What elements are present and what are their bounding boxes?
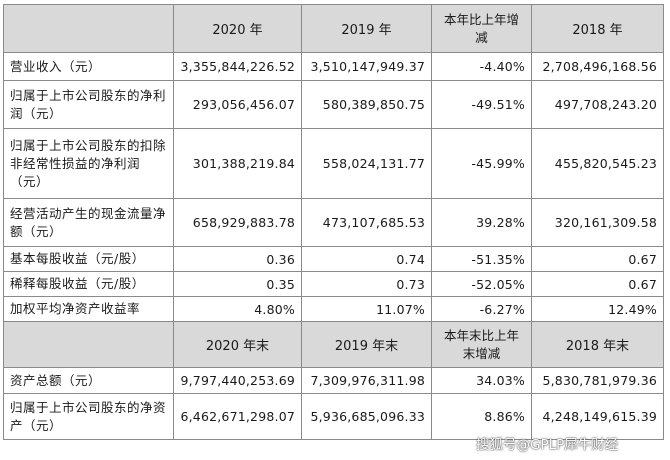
value-2019: 580,389,850.75 xyxy=(301,80,432,129)
row-label: 营业收入（元） xyxy=(3,52,174,81)
value-change: 34.03% xyxy=(431,367,532,394)
value-2018: 4,248,149,615.39 xyxy=(531,393,664,440)
header-2020: 2020 年 xyxy=(173,4,302,53)
table-row: 经营活动产生的现金流量净额（元） 658,929,883.78 473,107,… xyxy=(3,198,664,247)
value-2018: 12.49% xyxy=(531,296,664,322)
header-change: 本年比上年增减 xyxy=(431,4,532,53)
value-2019: 0.74 xyxy=(301,246,432,272)
value-2020: 9,797,440,253.69 xyxy=(173,367,302,394)
subheader-change: 本年末比上年末增减 xyxy=(431,321,532,368)
value-change: -4.40% xyxy=(431,52,532,81)
table-header-row: 2020 年 2019 年 本年比上年增减 2018 年 xyxy=(3,4,664,53)
header-2019: 2019 年 xyxy=(301,4,432,53)
value-2018: 455,820,545.23 xyxy=(531,128,664,199)
row-label: 归属于上市公司股东的净资产（元） xyxy=(3,393,174,440)
value-2019: 3,510,147,949.37 xyxy=(301,52,432,81)
value-2020: 293,056,456.07 xyxy=(173,80,302,129)
table-row: 营业收入（元） 3,355,844,226.52 3,510,147,949.3… xyxy=(3,52,664,81)
financial-summary-table: 2020 年 2019 年 本年比上年增减 2018 年 营业收入（元） 3,3… xyxy=(3,4,664,440)
table-row: 基本每股收益（元/股） 0.36 0.74 -51.35% 0.67 xyxy=(3,246,664,272)
value-2020: 658,929,883.78 xyxy=(173,198,302,247)
value-2019: 473,107,685.53 xyxy=(301,198,432,247)
row-label: 经营活动产生的现金流量净额（元） xyxy=(3,198,174,247)
value-2019: 558,024,131.77 xyxy=(301,128,432,199)
subheader-empty-cell xyxy=(3,321,174,368)
value-2018: 2,708,496,168.56 xyxy=(531,52,664,81)
value-change: -51.35% xyxy=(431,246,532,272)
value-2018: 320,161,309.58 xyxy=(531,198,664,247)
value-change: -6.27% xyxy=(431,296,532,322)
value-2020: 4.80% xyxy=(173,296,302,322)
value-2018: 497,708,243.20 xyxy=(531,80,664,129)
watermark-text: 搜狐号@GPLP犀牛财经 xyxy=(476,437,619,453)
table-row: 归属于上市公司股东的净利润（元） 293,056,456.07 580,389,… xyxy=(3,80,664,129)
row-label: 归属于上市公司股东的扣除非经常性损益的净利润（元） xyxy=(3,128,174,199)
row-label: 稀释每股收益（元/股） xyxy=(3,271,174,297)
row-label: 资产总额（元） xyxy=(3,367,174,394)
value-2020: 0.35 xyxy=(173,271,302,297)
value-2020: 6,462,671,298.07 xyxy=(173,393,302,440)
header-2018: 2018 年 xyxy=(531,4,664,53)
row-label: 加权平均净资产收益率 xyxy=(3,296,174,322)
header-empty-cell xyxy=(3,4,174,53)
value-2020: 3,355,844,226.52 xyxy=(173,52,302,81)
table-row: 资产总额（元） 9,797,440,253.69 7,309,976,311.9… xyxy=(3,367,664,394)
value-change: -49.51% xyxy=(431,80,532,129)
subheader-2019-end: 2019 年末 xyxy=(301,321,432,368)
value-2019: 11.07% xyxy=(301,296,432,322)
value-2020: 301,388,219.84 xyxy=(173,128,302,199)
value-change: -52.05% xyxy=(431,271,532,297)
value-2019: 7,309,976,311.98 xyxy=(301,367,432,394)
subheader-2018-end: 2018 年末 xyxy=(531,321,664,368)
value-2019: 0.73 xyxy=(301,271,432,297)
value-2019: 5,936,685,096.33 xyxy=(301,393,432,440)
value-change: 8.86% xyxy=(431,393,532,440)
table-row: 归属于上市公司股东的扣除非经常性损益的净利润（元） 301,388,219.84… xyxy=(3,128,664,199)
value-2018: 5,830,781,979.36 xyxy=(531,367,664,394)
table-subheader-row: 2020 年末 2019 年末 本年末比上年末增减 2018 年末 xyxy=(3,321,664,368)
table-row: 稀释每股收益（元/股） 0.35 0.73 -52.05% 0.67 xyxy=(3,271,664,297)
table-row: 加权平均净资产收益率 4.80% 11.07% -6.27% 12.49% xyxy=(3,296,664,322)
value-change: 39.28% xyxy=(431,198,532,247)
value-change: -45.99% xyxy=(431,128,532,199)
subheader-2020-end: 2020 年末 xyxy=(173,321,302,368)
table-row: 归属于上市公司股东的净资产（元） 6,462,671,298.07 5,936,… xyxy=(3,393,664,440)
value-2018: 0.67 xyxy=(531,246,664,272)
row-label: 归属于上市公司股东的净利润（元） xyxy=(3,80,174,129)
value-2020: 0.36 xyxy=(173,246,302,272)
row-label: 基本每股收益（元/股） xyxy=(3,246,174,272)
value-2018: 0.67 xyxy=(531,271,664,297)
